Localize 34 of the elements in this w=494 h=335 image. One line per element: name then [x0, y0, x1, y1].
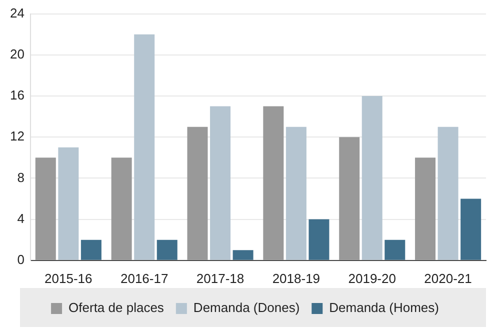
bar [339, 137, 360, 260]
bar [308, 219, 330, 260]
x-tick-label: 2016-17 [120, 270, 168, 286]
bar [58, 147, 79, 260]
legend-label: Demanda (Dones) [193, 300, 300, 316]
y-tick-label: 4 [17, 210, 24, 226]
x-tick-label: 2018-19 [272, 270, 320, 286]
y-tick-label: 24 [10, 5, 24, 20]
y-tick-label: 12 [10, 128, 24, 144]
bar [111, 158, 132, 260]
bar [134, 34, 155, 260]
bar [286, 126, 306, 260]
legend-label: Oferta de places [68, 300, 164, 316]
bar [187, 126, 208, 260]
bar [35, 158, 56, 260]
bar [438, 126, 458, 260]
bar [362, 96, 382, 260]
bar [156, 240, 178, 260]
bar [384, 240, 406, 260]
bar [263, 106, 284, 260]
x-tick-label: 2017-18 [196, 270, 244, 286]
y-tick-label: 0 [17, 252, 24, 267]
y-tick-label: 16 [10, 88, 24, 103]
y-tick-label: 20 [10, 46, 24, 62]
bar [232, 250, 254, 260]
legend-label: Demanda (Homes) [329, 300, 439, 316]
bar [460, 198, 482, 260]
x-tick-label: 2019-20 [348, 270, 396, 286]
x-tick-label: 2020-21 [424, 270, 472, 286]
y-tick-label: 8 [17, 170, 24, 185]
bar [415, 158, 436, 260]
x-tick-label: 2015-16 [44, 270, 92, 286]
bar [80, 240, 102, 260]
bar [210, 106, 231, 260]
